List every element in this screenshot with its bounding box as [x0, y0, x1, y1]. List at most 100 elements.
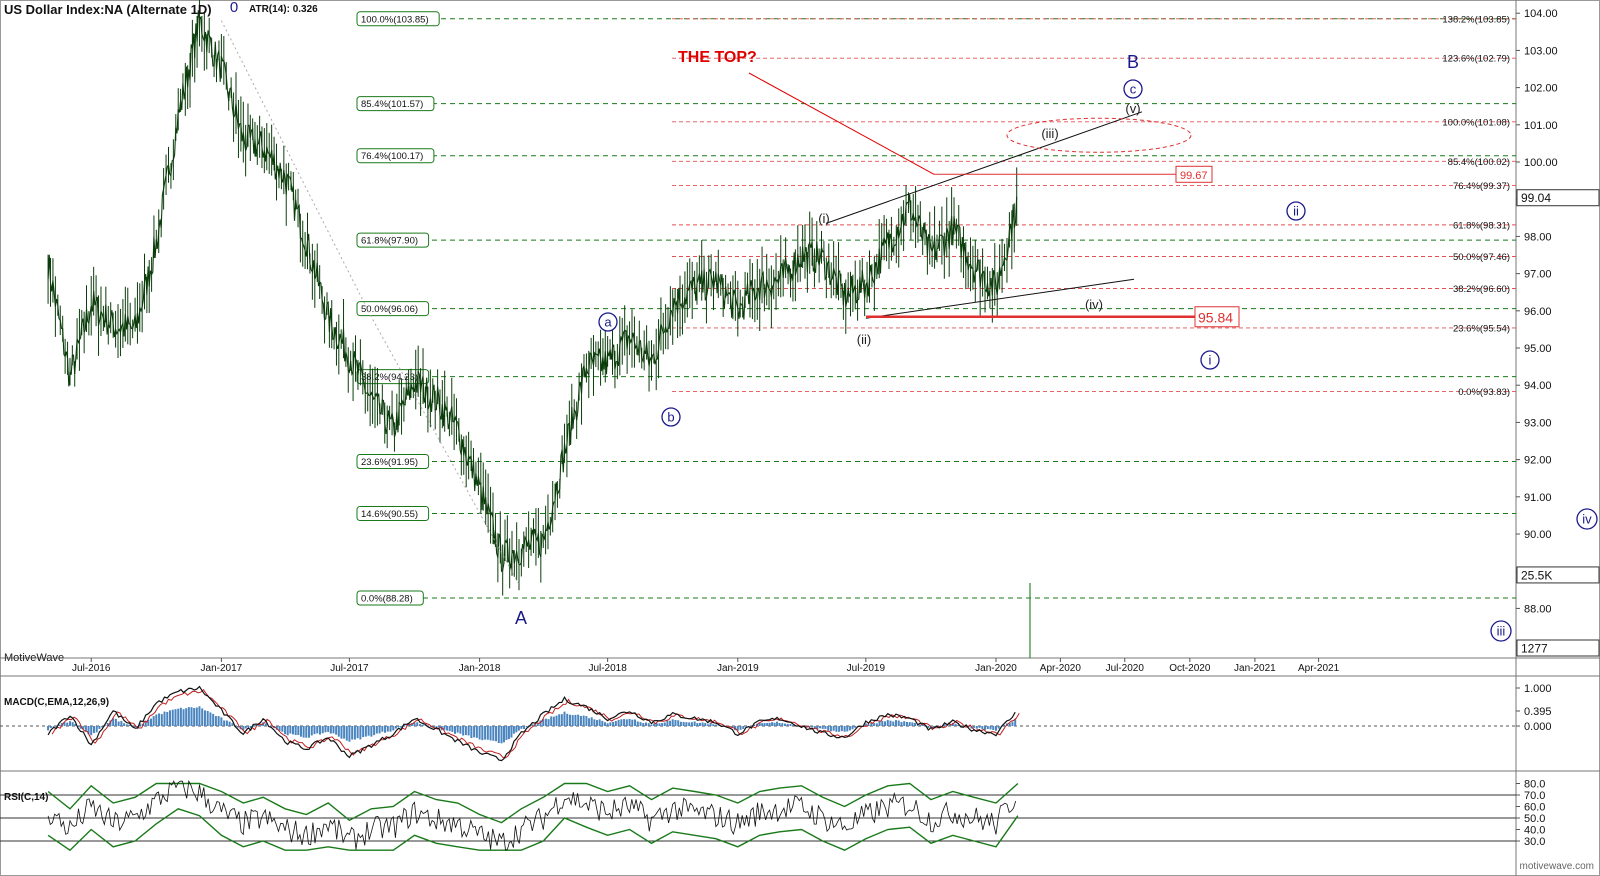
price-tick-label: 93.00 [1524, 417, 1552, 429]
macd-tick-label: 1.000 [1524, 683, 1552, 695]
count-badge-box [1516, 639, 1600, 657]
price-tick-label: 98.00 [1524, 231, 1552, 243]
fib-left-label: 85.4%(101.57) [361, 99, 423, 110]
time-tick-label: Jan-2018 [459, 663, 501, 674]
price-tick-label: 88.00 [1524, 603, 1552, 615]
lower-trendline [865, 278, 1135, 319]
wave-circle-i: i [1209, 353, 1212, 368]
price-tick-label: 92.00 [1524, 455, 1552, 467]
fib-left-tag [356, 96, 435, 112]
wave-i-sub-label: (i) [818, 211, 830, 226]
rsi-upper-band [47, 782, 1019, 824]
fib-right-label: 0.0%(93.83) [1458, 387, 1510, 398]
the-top-pointer [748, 72, 935, 175]
fib-right-label: 138.2%(103.85) [1442, 14, 1510, 25]
level-lower-label: 95.84 [1198, 309, 1233, 325]
price-tick-label: 97.00 [1524, 269, 1552, 281]
price-tick-label: 101.00 [1524, 120, 1558, 132]
time-tick-label: Jul-2018 [588, 663, 627, 674]
fib-left-label: 76.4%(100.17) [361, 151, 423, 162]
rsi-tick-label: 60.0 [1524, 802, 1545, 814]
wave-iv-sub-label: (iv) [1085, 297, 1103, 312]
wave-0-label: 0 [230, 0, 238, 16]
fib-right-label: 50.0%(97.46) [1453, 252, 1510, 263]
wave-circle-iv: iv [1582, 512, 1592, 527]
fib-left-label: 50.0%(96.06) [361, 304, 418, 315]
time-tick-label: Jan-2021 [1234, 663, 1276, 674]
wave-ii-sub-label: (ii) [857, 332, 871, 347]
target-ellipse [1006, 117, 1192, 153]
price-tick-label: 95.00 [1524, 343, 1552, 355]
fib-left-label: 14.6%(90.55) [361, 509, 418, 520]
indicators-layer [0, 685, 1516, 852]
wave-iii-sub-label: (iii) [1041, 126, 1058, 141]
axes-layer: 88.0089.0090.0091.0092.0093.0094.0095.00… [72, 8, 1600, 848]
fib-left-tag [356, 301, 430, 317]
wave-circle-i-circle [1200, 350, 1220, 370]
last-price-badge-box [1516, 189, 1600, 207]
rsi-lower-band [47, 808, 1019, 852]
level-upper-box [1175, 165, 1213, 183]
rsi-tick-label: 80.0 [1524, 779, 1545, 791]
fib-left-tag [356, 590, 424, 606]
price-tick-label: 96.00 [1524, 306, 1552, 318]
fib-left-label: 100.0%(103.85) [361, 14, 429, 25]
count-badge: 1277 [1521, 642, 1548, 656]
price-tick-label: 91.00 [1524, 492, 1552, 504]
fib-right-label: 85.4%(100.02) [1448, 157, 1510, 168]
wave-circle-ii-circle [1286, 201, 1306, 221]
wave-circle-iii: iii [1497, 624, 1506, 639]
macd-tick-label: 0.000 [1524, 721, 1552, 733]
price-line [47, 10, 1018, 573]
fib-grid: 100.0%(103.85) 85.4%(101.57) 76.4%(100.17)… [356, 11, 1516, 606]
rsi-title: RSI(C,14) [4, 792, 49, 803]
price-tick-label: 100.00 [1524, 157, 1558, 169]
price-tick-label: 94.00 [1524, 380, 1552, 392]
fib-left-label: 38.2%(94.23) [361, 372, 418, 383]
level-lower-box [1194, 306, 1240, 328]
macd-tick-label: 0.395 [1524, 706, 1552, 718]
fib-right-label: 23.6%(95.54) [1453, 323, 1510, 334]
fib-left-tag [356, 453, 430, 469]
time-tick-label: Apr-2021 [1298, 663, 1340, 674]
time-tick-label: Jul-2020 [1106, 663, 1145, 674]
time-tick-label: Jul-2016 [72, 663, 111, 674]
time-tick-label: Jul-2017 [330, 663, 369, 674]
time-tick-label: Jan-2017 [201, 663, 243, 674]
time-tick-label: Jan-2019 [717, 663, 759, 674]
wave-circle-iii-circle [1490, 620, 1512, 642]
volume-badge-box [1516, 566, 1600, 584]
fib-left-label: 23.6%(91.95) [361, 457, 418, 468]
fib-left-tag [356, 506, 430, 522]
wave-c-label-circle [1123, 79, 1143, 99]
fib-left-tag [356, 232, 430, 248]
price-tick-label: 90.00 [1524, 529, 1552, 541]
rsi-tick-label: 30.0 [1524, 836, 1545, 848]
wave-v-sub-label: (v) [1125, 101, 1140, 116]
price-tick-label: 102.00 [1524, 83, 1558, 95]
fib-right-label: 123.6%(102.79) [1442, 54, 1510, 65]
price-series [47, 0, 1031, 658]
wave-b-label: b [667, 410, 674, 425]
volume-badge: 25.5K [1521, 568, 1552, 582]
fib-right-label: 61.8%(98.31) [1453, 220, 1510, 231]
fib-right-label: 100.0%(101.08) [1442, 117, 1510, 128]
wave-path-line [220, 20, 521, 587]
time-tick-label: Apr-2020 [1040, 663, 1082, 674]
fib-right-label: 38.2%(96.60) [1453, 284, 1510, 295]
macd-signal-line [51, 688, 1020, 759]
wave-circle-ii: ii [1293, 204, 1299, 219]
time-tick-label: Jul-2019 [847, 663, 886, 674]
rsi-tick-label: 50.0 [1524, 813, 1545, 825]
wave-a-label: a [604, 315, 612, 330]
upper-trendline [825, 111, 1143, 224]
wave-b-label-circle [661, 407, 681, 427]
level-upper-label: 99.67 [1180, 170, 1208, 182]
wave-a-label-circle [598, 312, 618, 332]
atr-readout: ATR(14): 0.326 [249, 4, 318, 15]
time-tick-label: Oct-2020 [1169, 663, 1211, 674]
fib-left-label: 0.0%(88.28) [361, 594, 413, 605]
wave-circle-iv-circle [1576, 508, 1598, 530]
